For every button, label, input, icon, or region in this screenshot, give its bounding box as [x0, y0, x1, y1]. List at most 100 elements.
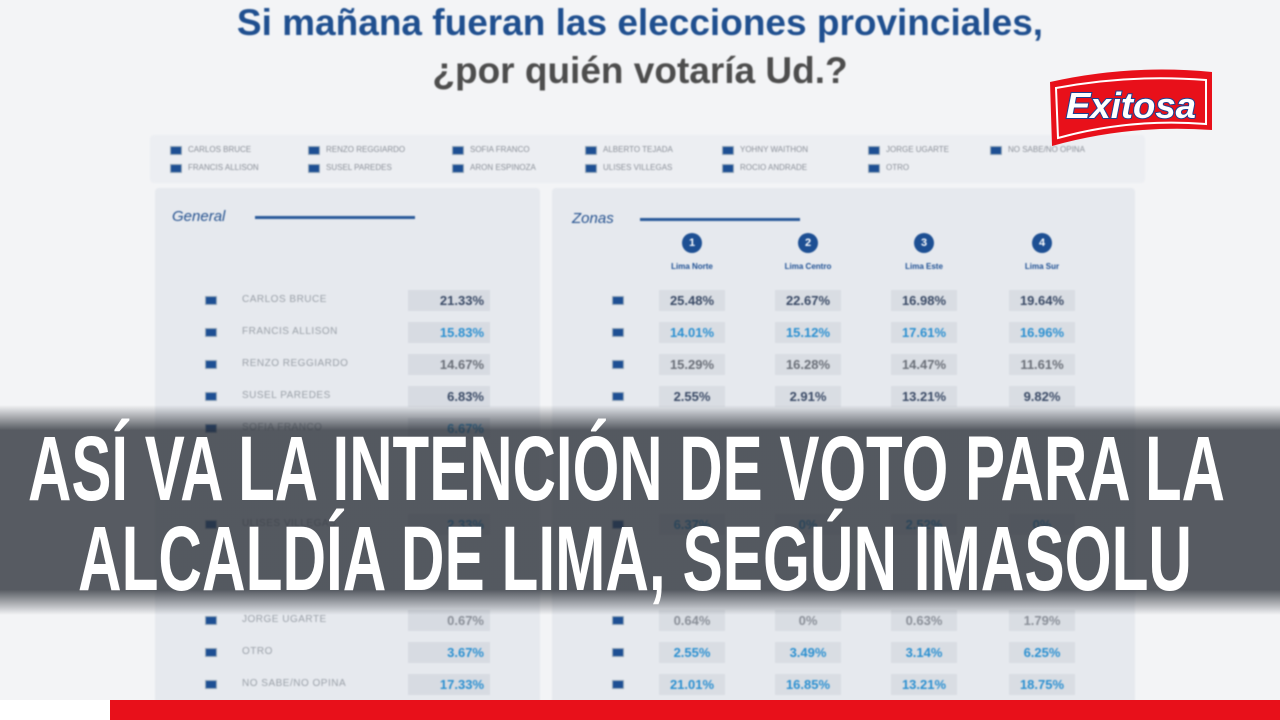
legend-entry: ULISES VILLEGAS — [603, 163, 673, 172]
zone-percent: 6.25% — [1009, 642, 1075, 663]
logo-outline — [1054, 77, 1207, 140]
legend-icon — [308, 146, 320, 155]
row-icon — [205, 392, 217, 401]
heading-rule — [640, 218, 800, 221]
zone-name: Lima Centro — [784, 262, 832, 271]
legend-entry: OTRO — [886, 163, 910, 172]
legend-icon — [308, 164, 320, 173]
headline-line: ASÍ VA LA INTENCIÓN DE VOTO PARA LA — [28, 417, 1225, 520]
zone-percent: 22.67% — [775, 290, 841, 311]
zone-percent: 2.91% — [775, 386, 841, 407]
row-icon — [612, 680, 624, 689]
candidate-name: SUSEL PAREDES — [242, 390, 331, 401]
row-icon — [205, 648, 217, 657]
zone-percent: 13.21% — [891, 386, 957, 407]
row-icon — [612, 392, 624, 401]
candidate-name: CARLOS BRUCE — [242, 294, 327, 305]
logo-text: Exitosa — [1066, 85, 1196, 126]
legend-icon — [990, 146, 1002, 155]
logo: Exitosa — [1050, 69, 1212, 146]
row-icon — [205, 328, 217, 337]
legend-panel — [150, 135, 1145, 183]
zone-percent: 19.64% — [1009, 290, 1075, 311]
zone-number: 1 — [682, 233, 702, 253]
zone-name: Lima Este — [905, 262, 943, 271]
row-icon — [205, 296, 217, 305]
bottom-bar — [0, 700, 110, 720]
legend-entry: ALBERTO TEJADA — [603, 145, 673, 154]
zone-percent: 2.55% — [659, 642, 725, 663]
legend-icon — [868, 164, 880, 173]
zone-percent: 18.75% — [1009, 674, 1075, 695]
zone-percent: 14.01% — [659, 322, 725, 343]
candidate-name: JORGE UGARTE — [242, 614, 327, 625]
bottom-bar — [110, 700, 1280, 720]
zone-percent: 16.96% — [1009, 322, 1075, 343]
percent: 14.67% — [408, 354, 490, 375]
row-icon — [612, 296, 624, 305]
percent: 6.83% — [408, 386, 490, 407]
candidate-name: NO SABE/NO OPINA — [242, 678, 347, 689]
zone-number: 3 — [914, 233, 934, 253]
legend-icon — [722, 146, 734, 155]
legend-entry: ROCIO ANDRADE — [740, 163, 808, 172]
heading-rule — [255, 216, 415, 219]
legend-entry: RENZO REGGIARDO — [326, 145, 406, 154]
logo-shape — [1050, 69, 1212, 146]
zonas-heading: Zonas — [572, 210, 614, 227]
title-line: Si mañana fueran las elecciones provinci… — [236, 2, 1044, 43]
zone-percent: 15.12% — [775, 322, 841, 343]
legend-icon — [170, 146, 182, 155]
percent: 17.33% — [408, 674, 490, 695]
zone-name: Lima Norte — [671, 262, 713, 271]
zone-percent: 9.82% — [1009, 386, 1075, 407]
zone-number: 2 — [798, 233, 818, 253]
legend-entry: NO SABE/NO OPINA — [1008, 145, 1085, 154]
legend-icon — [868, 146, 880, 155]
zone-percent: 0.64% — [659, 610, 725, 631]
candidate-name: FRANCIS ALLISON — [242, 326, 338, 337]
legend-entry: SOFIA FRANCO — [470, 145, 530, 154]
zone-percent: 17.61% — [891, 322, 957, 343]
zone-percent: 0% — [775, 610, 841, 631]
zone-name: Lima Sur — [1024, 262, 1060, 271]
zone-percent: 3.14% — [891, 642, 957, 663]
zone-percent: 21.01% — [659, 674, 725, 695]
headline-line: ALCALDÍA DE LIMA, SEGÚN IMASOLU — [78, 507, 1192, 610]
percent: 21.33% — [408, 290, 490, 311]
zone-percent: 14.47% — [891, 354, 957, 375]
legend-icon — [585, 146, 597, 155]
zone-percent: 0.63% — [891, 610, 957, 631]
row-icon — [612, 360, 624, 369]
candidate-name: OTRO — [242, 646, 273, 657]
legend-entry: YOHNY WAITHON — [740, 145, 809, 154]
zone-percent: 16.98% — [891, 290, 957, 311]
row-icon — [205, 616, 217, 625]
zone-percent: 2.55% — [659, 386, 725, 407]
percent: 3.67% — [408, 642, 490, 663]
row-icon — [205, 360, 217, 369]
row-icon — [612, 328, 624, 337]
candidate-name: RENZO REGGIARDO — [242, 358, 349, 369]
zone-percent: 1.79% — [1009, 610, 1075, 631]
zone-percent: 13.21% — [891, 674, 957, 695]
zone-percent: 15.29% — [659, 354, 725, 375]
zone-number: 4 — [1032, 233, 1052, 253]
legend-icon — [722, 164, 734, 173]
legend-icon — [452, 146, 464, 155]
row-icon — [612, 648, 624, 657]
legend-entry: ARON ESPINOZA — [470, 163, 536, 172]
legend-icon — [452, 164, 464, 173]
row-icon — [612, 616, 624, 625]
zone-percent: 3.49% — [775, 642, 841, 663]
percent: 15.83% — [408, 322, 490, 343]
percent: 0.67% — [408, 610, 490, 631]
legend-icon — [585, 164, 597, 173]
zone-percent: 16.28% — [775, 354, 841, 375]
general-heading: General — [172, 208, 226, 225]
legend-entry: FRANCIS ALLISON — [188, 163, 259, 172]
row-icon — [205, 680, 217, 689]
zone-percent: 11.61% — [1009, 354, 1075, 375]
legend-entry: SUSEL PAREDES — [326, 163, 392, 172]
